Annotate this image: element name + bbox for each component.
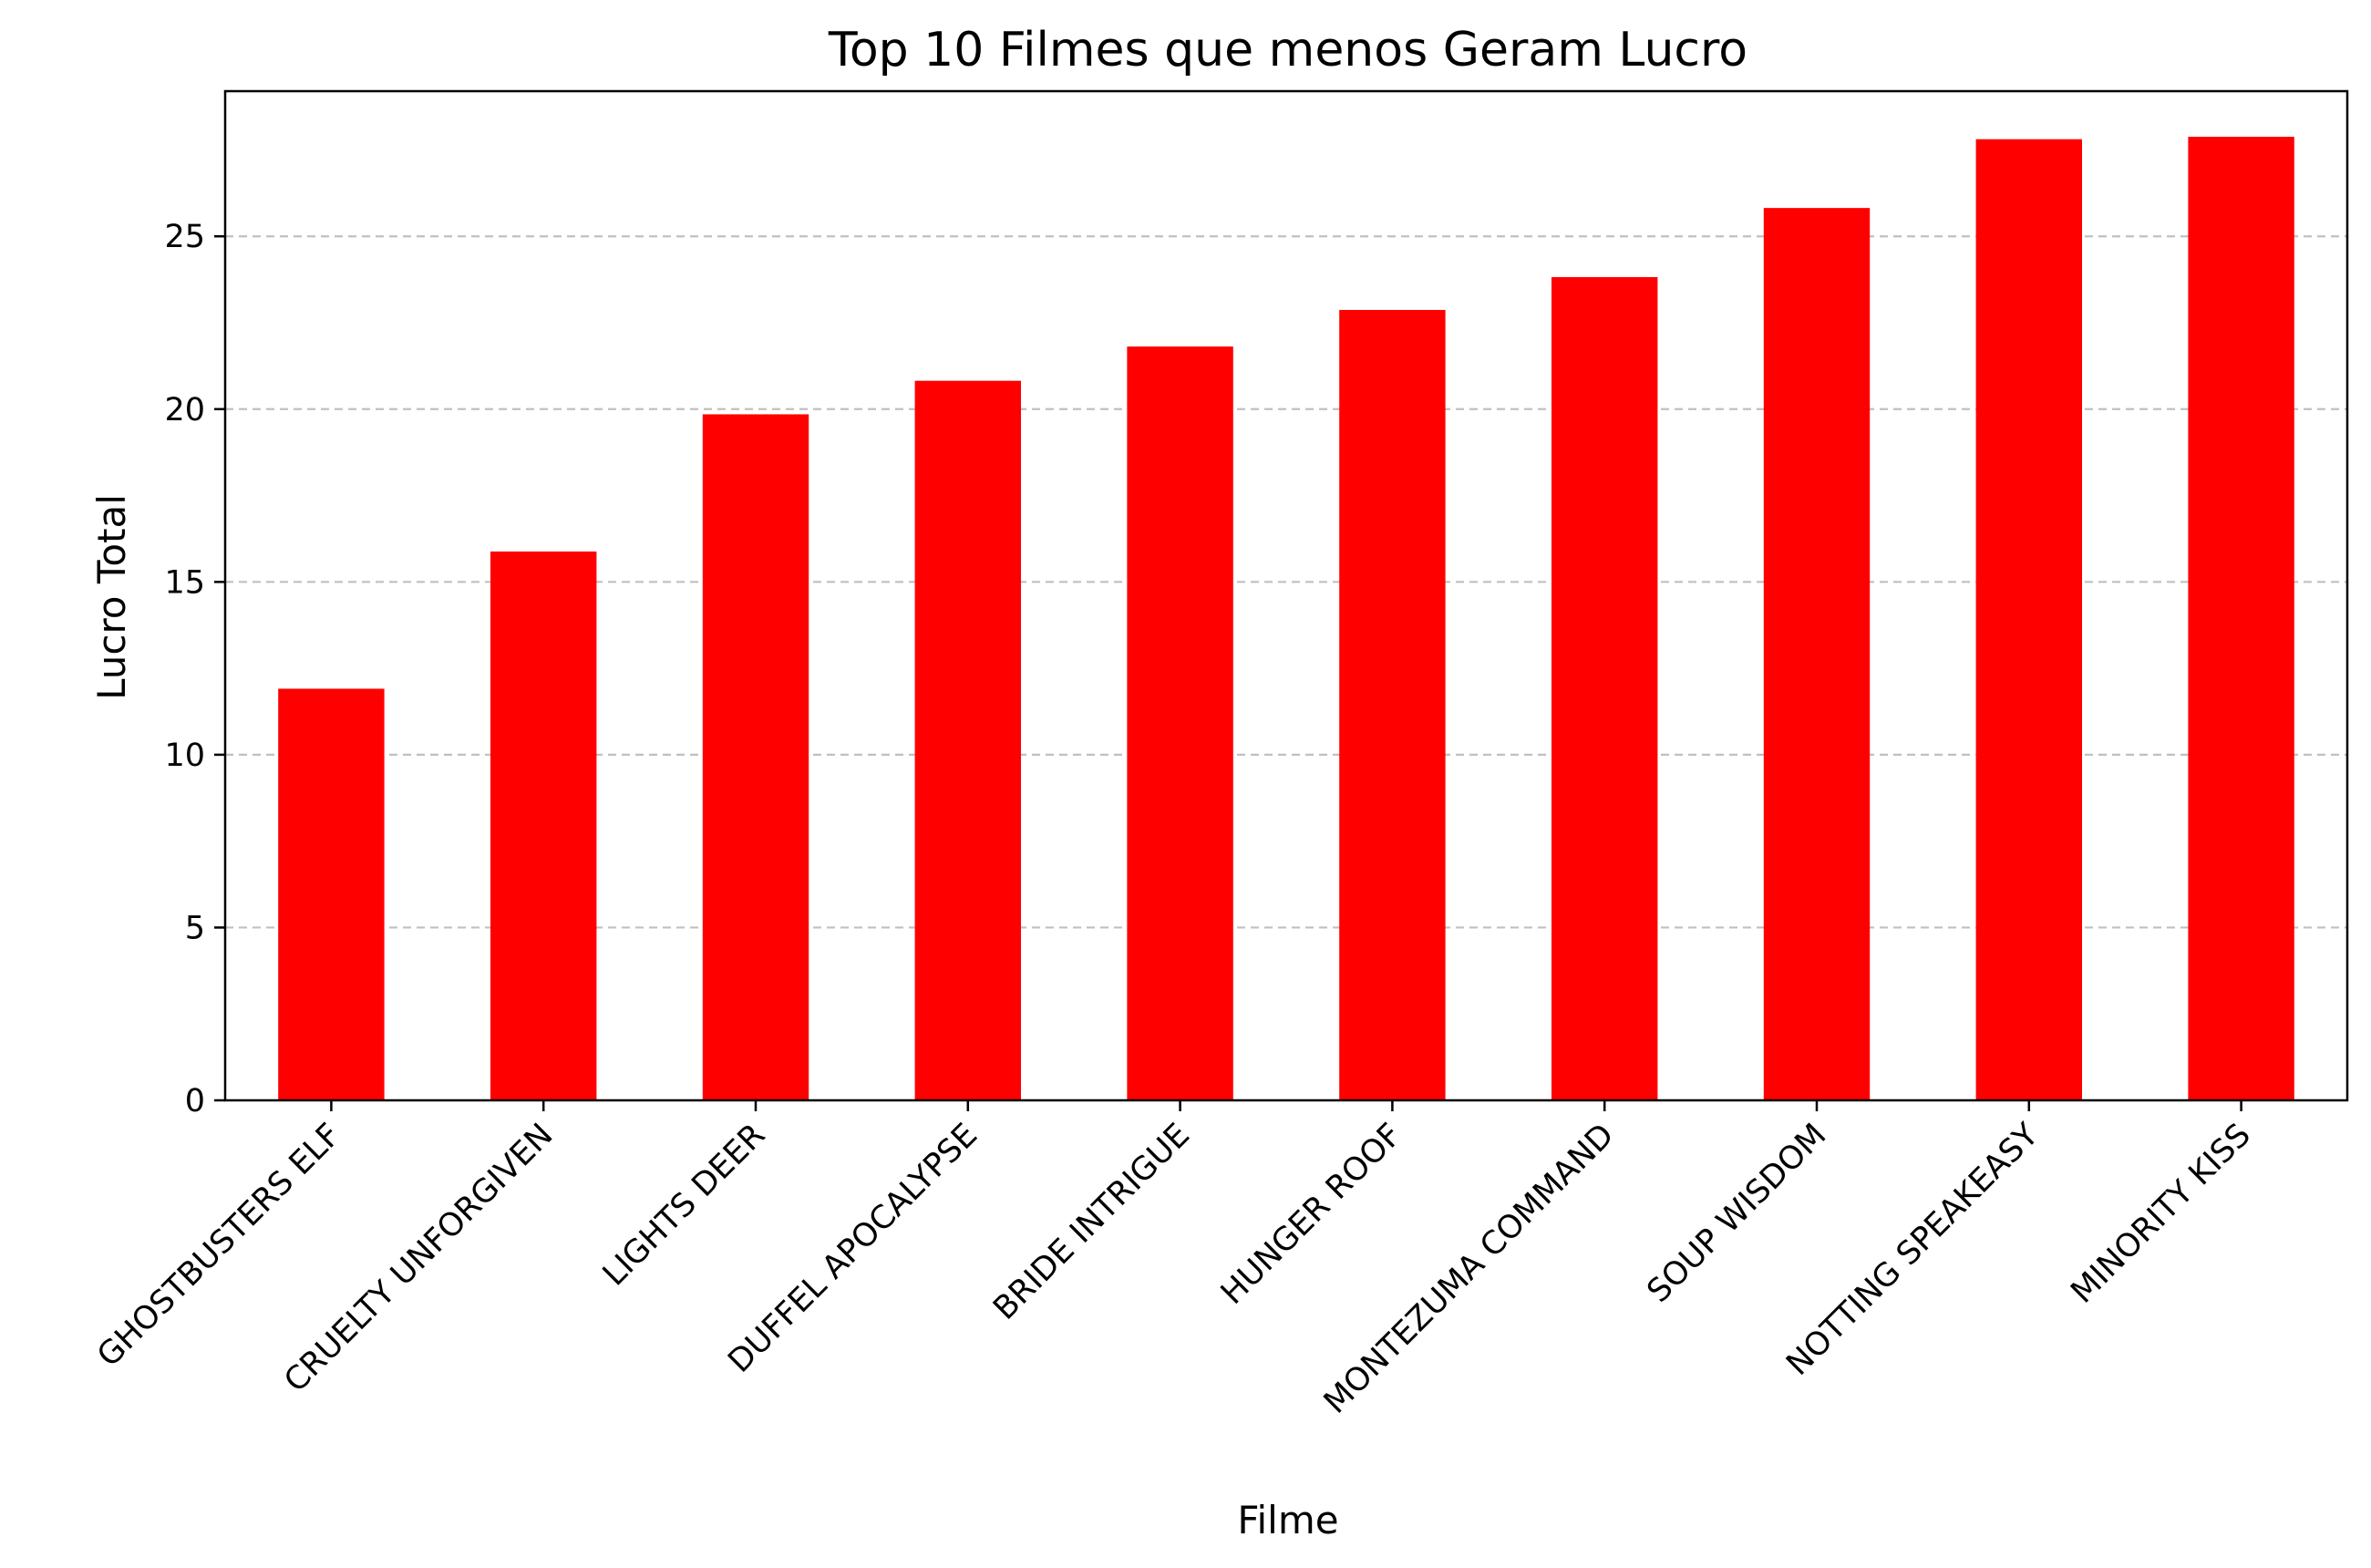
bar [1551, 276, 1658, 1101]
y-axis-ticks: 0 5 10 15 20 25 [164, 219, 225, 1119]
bar [490, 551, 597, 1100]
bar [1975, 139, 2082, 1100]
x-tick-label: GHOSTBUSTERS ELF [90, 1117, 347, 1374]
y-tick-label: 5 [185, 910, 205, 946]
x-tick-label: SOUP WISDOM [1641, 1117, 1834, 1310]
x-tick-label: MINORITY KISS [2064, 1117, 2257, 1310]
y-axis-label: Lucro Total [89, 494, 134, 700]
y-tick-label: 25 [164, 219, 205, 255]
bar [914, 380, 1021, 1100]
x-tick-label: LIGHTS DEER [596, 1117, 772, 1293]
y-tick-label: 20 [164, 392, 205, 428]
bar [702, 414, 809, 1100]
plot-frame [223, 89, 2349, 1102]
bars [278, 137, 2294, 1101]
bar [1339, 309, 1446, 1100]
x-axis-label: Filme [1237, 1498, 1338, 1542]
y-tick-label: 15 [164, 564, 205, 601]
y-tick-label: 10 [164, 738, 205, 774]
bar [1763, 208, 1871, 1100]
x-tick-label: BRIDE INTRIGUE [986, 1117, 1197, 1327]
x-tick-label: DUFFEL APOCALYPSE [722, 1117, 985, 1380]
y-tick-label: 0 [185, 1083, 205, 1119]
bar [2188, 137, 2294, 1100]
bar [1127, 346, 1233, 1100]
axes [223, 89, 2349, 1102]
chart-title: Top 10 Filmes que menos Geram Lucro [828, 23, 1747, 77]
bar [278, 688, 385, 1100]
x-tick-label: HUNGER ROOF [1214, 1117, 1409, 1312]
